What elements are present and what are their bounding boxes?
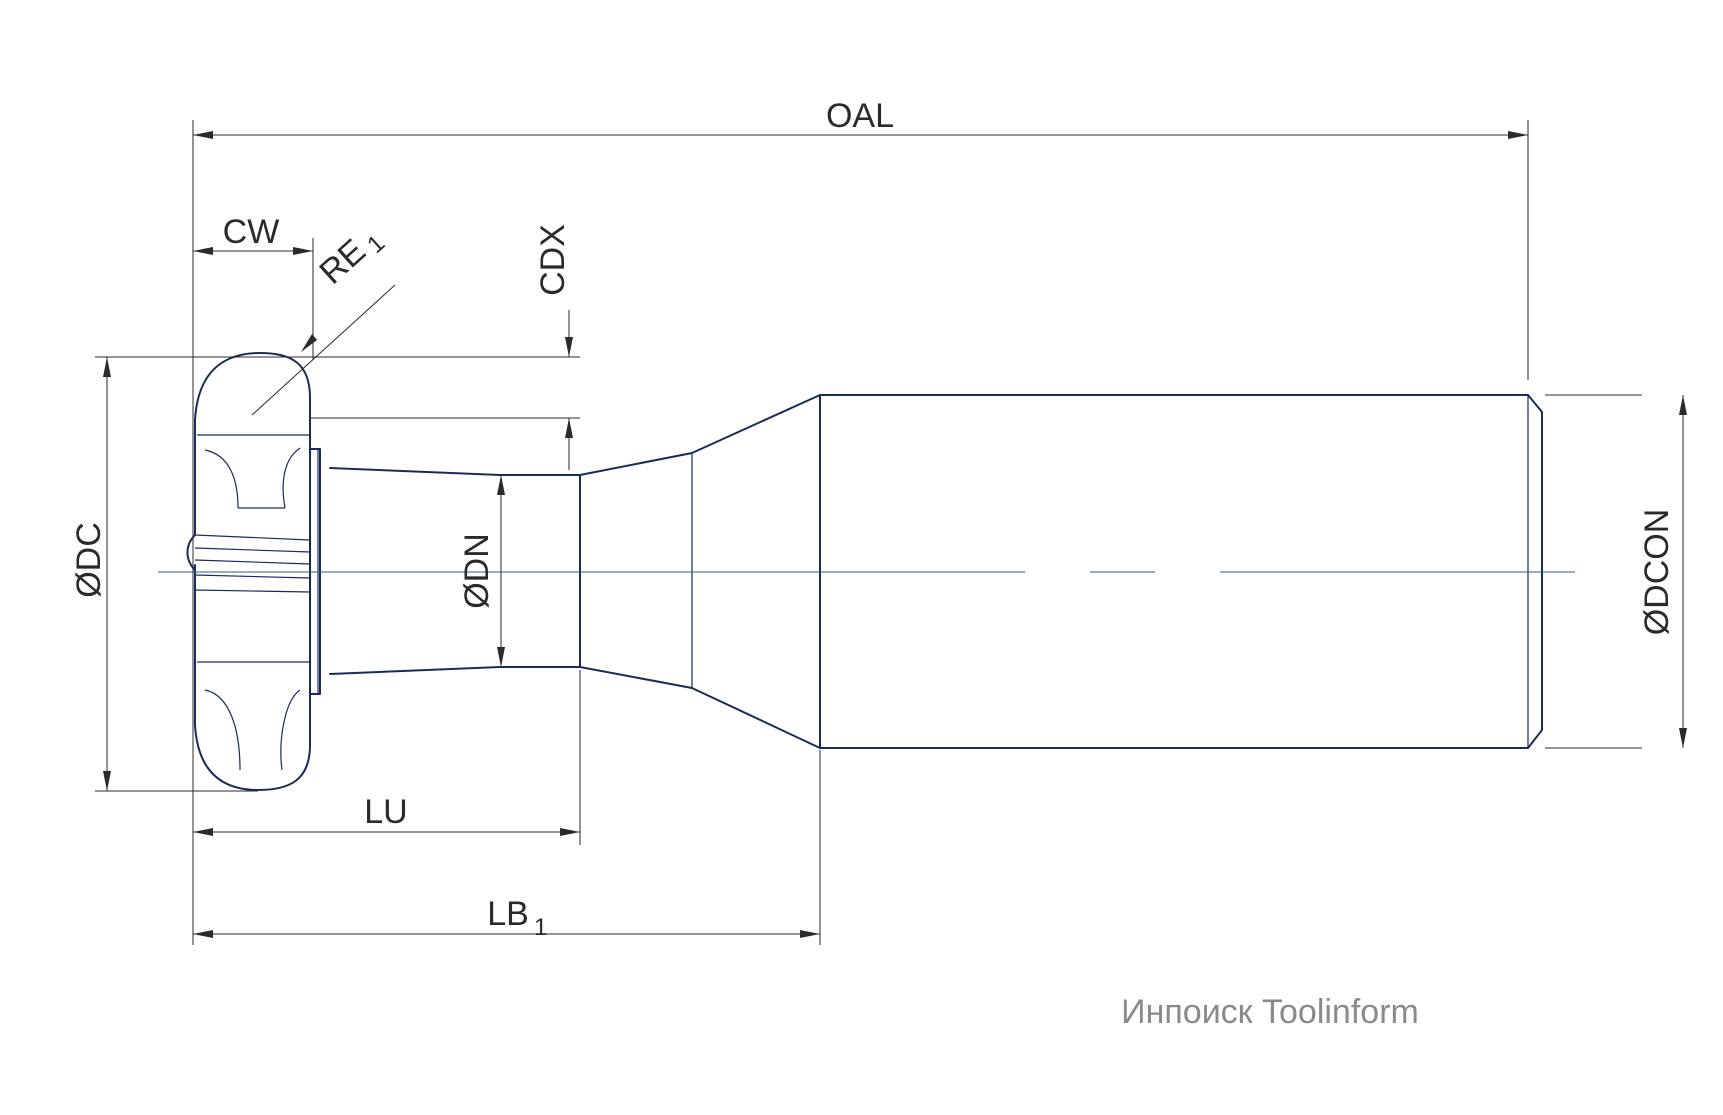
dim-dn bbox=[497, 475, 505, 667]
tool-outline bbox=[186, 352, 1543, 791]
dim-dc bbox=[95, 356, 260, 792]
label-re1: RE 1 bbox=[312, 230, 390, 292]
dim-lb1 bbox=[193, 750, 821, 945]
dim-dcon bbox=[1545, 394, 1687, 749]
head-upper-lobe bbox=[194, 352, 311, 536]
head-left-edge bbox=[186, 534, 196, 591]
dim-oal bbox=[192, 120, 1529, 945]
neck bbox=[329, 467, 581, 675]
head-lower-lobe bbox=[194, 564, 311, 791]
head-grooves bbox=[194, 534, 311, 593]
label-dc: ØDC bbox=[70, 522, 108, 598]
head-inner-lower bbox=[197, 661, 310, 771]
label-cdx: CDX bbox=[534, 224, 572, 296]
label-lb1: LB 1 bbox=[487, 895, 547, 941]
dim-cw bbox=[193, 238, 314, 360]
label-dcon: ØDCON bbox=[1638, 509, 1676, 636]
dim-lu bbox=[193, 670, 581, 845]
label-oal: OAL bbox=[826, 97, 894, 135]
svg-text:LB: LB bbox=[487, 895, 529, 933]
svg-text:1: 1 bbox=[534, 914, 547, 941]
label-dn: ØDN bbox=[458, 533, 496, 609]
head-inner-upper bbox=[197, 434, 310, 509]
dim-cdx bbox=[260, 310, 580, 470]
watermark-text: Инпоиск Toolinform bbox=[1121, 993, 1419, 1031]
label-lu: LU bbox=[364, 793, 407, 831]
label-cw: CW bbox=[223, 213, 280, 251]
dim-re1 bbox=[251, 284, 396, 416]
